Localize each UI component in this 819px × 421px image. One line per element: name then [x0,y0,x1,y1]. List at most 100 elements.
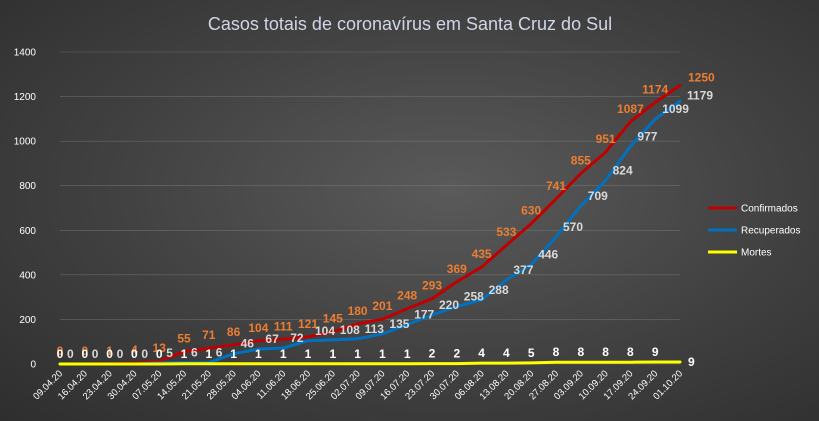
data-label-recuperados: 177 [414,308,434,322]
data-label-recuperados: 135 [389,317,409,331]
data-label-recuperados: 377 [513,263,533,277]
data-label-mortes: 0 [156,347,163,361]
y-tick-label: 1400 [14,48,37,59]
y-tick-label: 1200 [14,92,37,103]
data-label-mortes: 1 [205,347,212,361]
data-label-mortes: 8 [553,345,560,359]
series-line-confirmados [58,83,682,366]
data-label-mortes: 0 [106,347,113,361]
data-label-mortes: 1 [305,347,312,361]
data-label-mortes: 0 [81,347,88,361]
data-label-confirmados: 1250 [688,70,715,84]
data-label-confirmados: 71 [202,328,216,342]
data-label-recuperados: 824 [613,163,633,177]
data-label-recuperados: 288 [489,283,509,297]
data-label-confirmados: 201 [372,299,392,313]
data-label-confirmados: 533 [496,225,516,239]
data-label-mortes: 1 [379,347,386,361]
data-label-mortes: 1 [354,347,361,361]
data-label-recuperados: 1099 [662,102,689,116]
data-label-confirmados: 1 [106,344,113,358]
data-label-confirmados: 4 [131,343,138,357]
y-axis: 0 200 400 600 800 1000 1200 1400 [14,48,37,371]
y-tick-label: 800 [19,181,36,192]
data-label-mortes: 8 [627,345,634,359]
data-label-confirmados: 121 [298,317,318,331]
gridlines [60,51,680,365]
data-label-recuperados: 0 [117,347,124,361]
data-label-recuperados: 258 [464,290,484,304]
legend-label-mortes: Mortes [741,248,772,259]
data-label-confirmados: 248 [397,289,417,303]
x-axis: 09.04.2016.04.2023.04.2030.04.2007.05.20… [31,368,685,402]
data-label-recuperados: 5 [166,346,173,360]
data-label-confirmados: 741 [546,179,566,193]
data-label-recuperados: 446 [538,248,558,262]
data-label-confirmados: 630 [521,204,541,218]
data-label-mortes: 0 [131,347,138,361]
data-label-confirmados: 1087 [617,102,644,116]
data-label-mortes: 0 [57,347,64,361]
data-label-confirmados: 145 [323,312,343,326]
legend-label-confirmados: Confirmados [741,204,798,215]
data-label-mortes: 8 [577,345,584,359]
data-label-recuperados: 46 [241,337,255,351]
data-label-mortes: 9 [652,345,659,359]
data-label-confirmados: 55 [177,332,191,346]
data-label-mortes: 8 [602,345,609,359]
data-label-recuperados: 72 [290,331,304,345]
data-label-confirmados: 0 [81,344,88,358]
data-label-mortes: 9 [688,355,695,369]
data-label-recuperados: 570 [563,220,583,234]
data-label-mortes: 1 [404,347,411,361]
data-label-mortes: 2 [429,347,436,361]
data-label-recuperados: 113 [365,322,385,336]
data-label-confirmados: 0 [57,344,64,358]
data-label-confirmados: 855 [571,153,591,167]
data-label-mortes: 1 [329,347,336,361]
data-label-recuperados: 104 [315,324,335,338]
data-label-confirmados: 293 [422,279,442,293]
y-tick-label: 1000 [14,137,37,148]
data-label-recuperados: 108 [340,323,360,337]
data-label-confirmados: 951 [596,132,616,146]
data-label-mortes: 4 [478,346,485,360]
data-label-confirmados: 435 [472,247,492,261]
data-label-mortes: 4 [503,346,510,360]
data-label-mortes: 5 [528,346,535,360]
data-label-recuperados: 1179 [687,88,713,102]
data-label-mortes: 2 [453,347,460,361]
data-label-confirmados: 180 [348,304,368,318]
data-label-recuperados: 220 [439,298,459,312]
data-label-recuperados: 977 [637,129,657,143]
data-label-recuperados: 67 [265,332,279,346]
data-label-recuperados: 0 [67,347,74,361]
chart-title: Casos totais de coronavírus em Santa Cru… [208,14,612,34]
data-label-confirmados: 104 [248,321,268,335]
legend: Confirmados Recuperados Mortes [708,204,800,259]
data-label-confirmados: 13 [153,341,167,355]
legend-label-recuperados: Recuperados [741,226,800,237]
data-label-recuperados: 0 [141,347,148,361]
series-lines [58,83,682,366]
data-label-confirmados: 86 [227,325,241,339]
data-label-confirmados: 111 [274,319,293,333]
data-label-recuperados: 709 [588,189,608,203]
data-label-confirmados: 369 [447,262,467,276]
y-tick-label: 200 [19,315,36,326]
series-line-mortes [58,360,682,366]
y-tick-label: 0 [30,360,36,371]
data-label-mortes: 1 [255,347,262,361]
data-label-recuperados: 6 [216,346,223,360]
data-label-mortes: 1 [230,347,237,361]
data-label-recuperados: 6 [191,346,198,360]
y-tick-label: 600 [19,226,36,237]
data-label-mortes: 1 [181,347,188,361]
data-label-confirmados: 1174 [642,82,668,96]
y-tick-label: 400 [19,270,36,281]
data-label-recuperados: 0 [92,347,99,361]
data-label-mortes: 1 [280,347,287,361]
